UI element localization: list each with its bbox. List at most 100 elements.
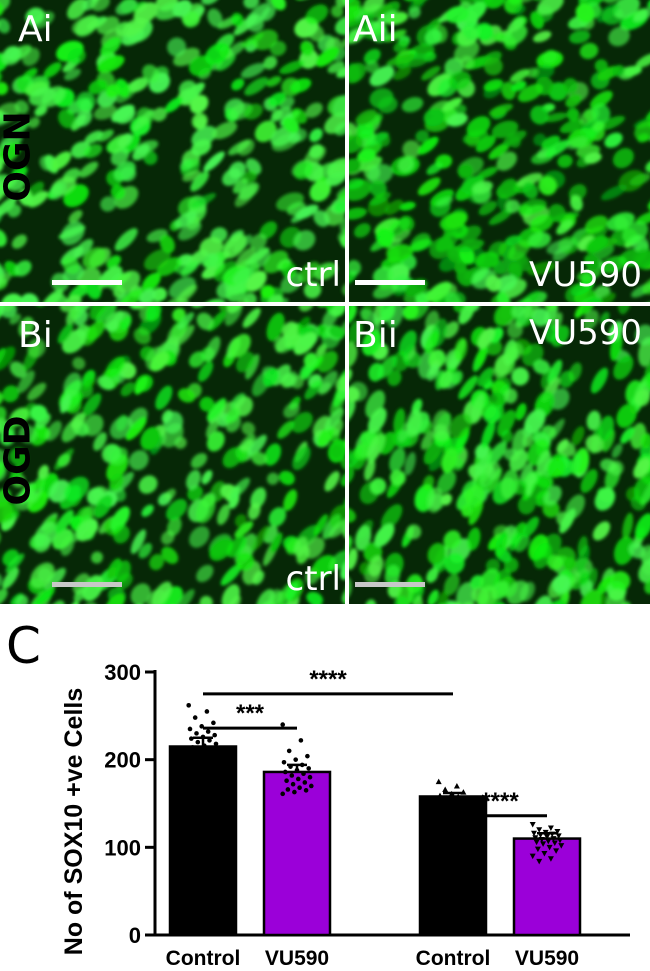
scale-bar-bii (355, 582, 425, 587)
data-point (194, 731, 199, 736)
fluorescence-image-aii (349, 0, 650, 302)
data-point (196, 748, 202, 754)
data-point (192, 715, 198, 720)
condition-label-aii: VU590 (528, 255, 642, 295)
data-point (533, 839, 540, 846)
data-point (554, 829, 561, 835)
data-point (297, 785, 302, 791)
data-point (303, 788, 309, 793)
x-tick-label: Control (416, 947, 491, 970)
significance-label: **** (481, 788, 519, 815)
fluorescence-image-bii (349, 306, 650, 604)
data-point (301, 771, 306, 776)
data-point (529, 853, 536, 860)
data-point (448, 790, 455, 797)
data-point (460, 789, 467, 795)
data-point (280, 722, 286, 727)
scale-bar-ai (52, 280, 122, 285)
data-point (547, 856, 554, 862)
data-point (204, 709, 210, 714)
x-tick-label: VU590 (265, 947, 329, 970)
data-point (531, 830, 537, 837)
fluorescence-image-ai (0, 0, 345, 302)
panel-label-ai: Ai (18, 9, 53, 50)
bar-vu590-ogd (512, 837, 582, 937)
data-point (435, 778, 442, 785)
data-point (292, 789, 297, 795)
data-point (186, 703, 191, 708)
data-point (443, 795, 450, 801)
x-tick-label: Control (166, 947, 241, 970)
data-point (309, 783, 314, 789)
y-tick-label: 200 (104, 748, 141, 773)
data-point (190, 745, 195, 750)
data-point (549, 831, 556, 838)
panel-label-bii: Bii (353, 315, 398, 356)
condition-label-bii: VU590 (528, 313, 642, 353)
data-point (189, 736, 194, 741)
data-point (283, 769, 288, 775)
data-point (553, 848, 560, 854)
micrograph-aii: Aii VU590 (349, 0, 650, 302)
data-point (187, 726, 193, 732)
data-point (547, 825, 554, 832)
data-point (307, 774, 313, 780)
data-point (305, 753, 310, 759)
data-point (289, 773, 295, 778)
data-point (306, 766, 312, 771)
x-tick-label: VU590 (515, 947, 579, 970)
data-point (202, 743, 207, 748)
data-point (195, 739, 201, 745)
data-point (213, 741, 219, 747)
data-point (280, 791, 286, 797)
data-point (557, 837, 563, 844)
data-point (540, 841, 547, 847)
data-point (536, 858, 543, 865)
data-point (208, 746, 214, 752)
data-point (284, 778, 289, 784)
data-point (555, 833, 562, 839)
panel-label-bi: Bi (18, 315, 53, 356)
data-point (546, 844, 553, 851)
data-point (538, 836, 545, 843)
significance-label: **** (309, 666, 347, 693)
condition-label-bi: ctrl (285, 559, 341, 599)
data-point (536, 827, 543, 833)
data-point (200, 734, 206, 740)
data-point (296, 776, 301, 782)
row-label-ogn: OGN (0, 111, 39, 202)
data-point (442, 786, 449, 792)
data-point (285, 787, 291, 792)
data-point (299, 762, 305, 768)
micrograph-ai: Ai ctrl (0, 0, 345, 302)
data-point (286, 748, 292, 754)
y-tick-label: 100 (104, 835, 141, 860)
bar-control-ogn (168, 745, 238, 937)
data-point (293, 757, 299, 762)
y-axis-title: No of SOX10 +ve Cells (60, 688, 88, 955)
data-point (537, 832, 544, 839)
fluorescence-image-bi (0, 306, 345, 604)
data-point (542, 829, 549, 836)
data-point (529, 822, 536, 828)
row-label-ogd: OGD (0, 415, 39, 506)
data-point (215, 750, 220, 755)
data-point (294, 767, 300, 773)
y-tick-label: 300 (104, 660, 141, 685)
data-point (290, 781, 296, 787)
data-point (455, 793, 462, 799)
data-point (302, 780, 308, 785)
bar-vu590-ogn (262, 770, 332, 937)
data-point (203, 752, 208, 758)
data-point (212, 732, 217, 738)
data-point (551, 840, 558, 846)
data-point (550, 836, 557, 842)
data-point (558, 843, 565, 849)
sox10-bar-chart: 0 100 200 300 No of SOX10 +ve Cells Control VU… (60, 660, 630, 970)
figure-label-c: C (6, 617, 41, 675)
data-point (205, 729, 211, 734)
data-point (545, 838, 552, 845)
data-point (211, 720, 216, 726)
data-point (532, 835, 539, 841)
data-point (541, 850, 548, 857)
